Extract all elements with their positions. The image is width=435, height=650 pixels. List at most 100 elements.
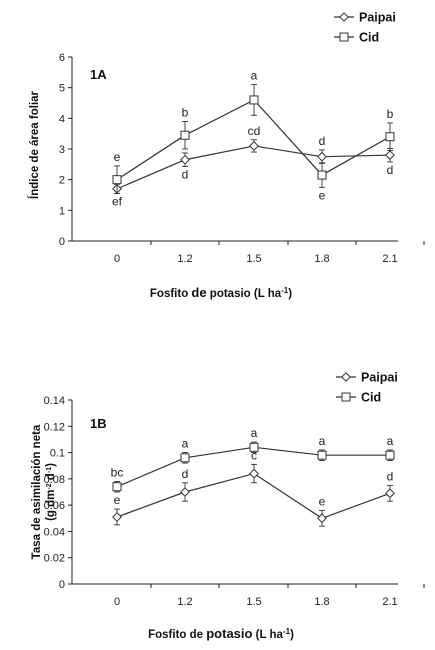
legend-marker-paipai-1b [341,372,351,382]
data-point-paipai [317,513,327,524]
y-tick-label-1a: 4 [59,113,65,125]
significance-letter: e [114,493,121,507]
significance-letter: a [182,437,189,451]
significance-letter: cd [248,124,261,138]
series-paipai-1a: ef d cd d d [112,124,395,208]
x-axis-title-1b-close: ) [290,629,294,641]
legend-label-paipai-1a: Paipai [359,11,396,25]
legend-marker-cid-1b [341,392,351,402]
legend-marker-paipai-1a [339,12,349,22]
x-axis-title-1b-part2: potasio [206,626,252,641]
x-axis-title-1a-part2: de [191,285,206,300]
data-point-cid [385,132,395,142]
significance-letter: d [387,163,394,177]
y-axis-title-1b-unit-part1: (g dm [45,490,57,521]
y-tick-label-1a: 6 [59,52,65,64]
x-axis-title-1a-sup: -1 [281,286,289,295]
data-point-cid [317,450,327,460]
significance-letter: d [319,134,326,148]
significance-letter: bc [111,465,124,479]
x-axis-title-1b-sup: -1 [283,627,291,636]
y-axis-title-1b-unit-part2: d [45,473,57,483]
significance-letter: a [251,69,258,83]
x-axis-title-1b-part3: (L ha [252,629,283,641]
x-axis-title-1b-part1: Fosfito de [148,629,206,641]
data-point-cid [180,453,190,463]
significance-letter: b [182,105,189,119]
data-point-cid [112,175,122,185]
y-tick-label-1a: 0 [59,236,65,248]
significance-letter: a [387,434,394,448]
series-cid-1a: e b a e b [112,69,395,202]
x-tick-label-1a: 2.1 [382,253,397,265]
significance-letter: e [319,494,326,508]
significance-letter: d [182,467,189,481]
data-point-paipai [385,150,395,161]
data-point-cid [385,450,395,460]
chart-panel-1b: 1B Tasa de asimilación neta (g dm-2 d-1)… [31,371,425,641]
x-tick-label-1b: 2.1 [382,596,397,608]
series-cid-1b: bc a a a a [111,426,395,493]
significance-letter: a [251,426,258,440]
y-tick-label-1b: 0.02 [44,553,65,565]
x-tick-label-1a: 1.8 [314,253,329,265]
data-point-paipai [317,151,327,162]
x-tick-label-1b: 1.8 [314,596,329,608]
data-point-paipai [180,487,190,497]
panel-label-1a: 1A [90,67,107,82]
significance-letter: d [387,469,394,483]
significance-letter: d [182,167,189,181]
y-tick-label-1a: 5 [59,83,65,95]
y-tick-label-1b: 0.12 [44,421,65,433]
legend-marker-cid-1a [339,32,349,42]
series-line-paipai-1b [116,472,391,519]
x-axis-title-1a-part1: Fosfito [150,288,192,300]
y-tick-label-1a: 1 [59,205,65,217]
y-axis-title-1b-unit: (g dm-2 d-1) [45,463,57,521]
y-tick-label-1b: 0.14 [44,395,65,407]
y-axis-title-1a-line1: Índice de área foliar [28,90,41,199]
y-axis-title-1b-unit-sup1: -2 [46,483,53,489]
data-point-cid [249,442,259,452]
legend-label-cid-1a: Cid [359,31,379,45]
data-point-paipai [249,141,259,151]
x-tick-label-1a: 1.5 [246,253,261,265]
x-tick-label-1b: 1.2 [177,596,192,608]
panel-label-1b: 1B [90,416,107,431]
significance-letter: e [114,150,121,164]
y-tick-label-1a: 2 [59,175,65,187]
x-axis-title-1b: Fosfito de potasio (L ha-1) [148,626,294,641]
significance-letter: ef [112,194,123,208]
y-axis-title-1a: Índice de área foliar [28,90,41,199]
y-tick-label-1b: 0.04 [44,526,65,538]
x-tick-label-1a: 0 [114,253,120,265]
data-point-cid [317,170,327,180]
y-axis-title-1b-line1: Tasa de asimilación neta [31,424,43,559]
y-tick-label-1b: 0 [59,579,65,591]
legend-label-cid-1b: Cid [361,391,381,405]
legend-label-paipai-1b: Paipai [361,371,398,385]
x-axis-title-1a-part3: potasio (L ha [207,288,282,300]
series-paipai-1b: e d c e d [112,448,395,527]
data-point-paipai [249,468,259,479]
y-axis-title-1b: Tasa de asimilación neta [31,424,43,559]
significance-letter: e [319,188,326,202]
significance-letter: b [387,107,394,121]
x-tick-label-1a: 1.2 [177,253,192,265]
y-tick-label-1b: 0.06 [44,500,65,512]
y-tick-label-1b: 0.1 [50,448,65,460]
x-axis-title-1a: Fosfito de potasio (L ha-1) [150,285,292,300]
x-tick-label-1b: 1.5 [246,596,261,608]
y-tick-label-1b: 0.08 [44,474,65,486]
data-point-paipai [385,488,395,499]
significance-letter: a [319,434,326,448]
data-point-cid [180,130,190,140]
data-point-paipai [180,154,190,165]
data-point-cid [249,95,259,105]
significance-letter: c [251,448,257,462]
y-axis-title-1b-unit-sup2: -1 [46,467,53,473]
data-point-cid [112,482,122,492]
data-point-paipai [112,512,122,522]
y-axis-title-1b-unit-part3: ) [45,463,57,467]
